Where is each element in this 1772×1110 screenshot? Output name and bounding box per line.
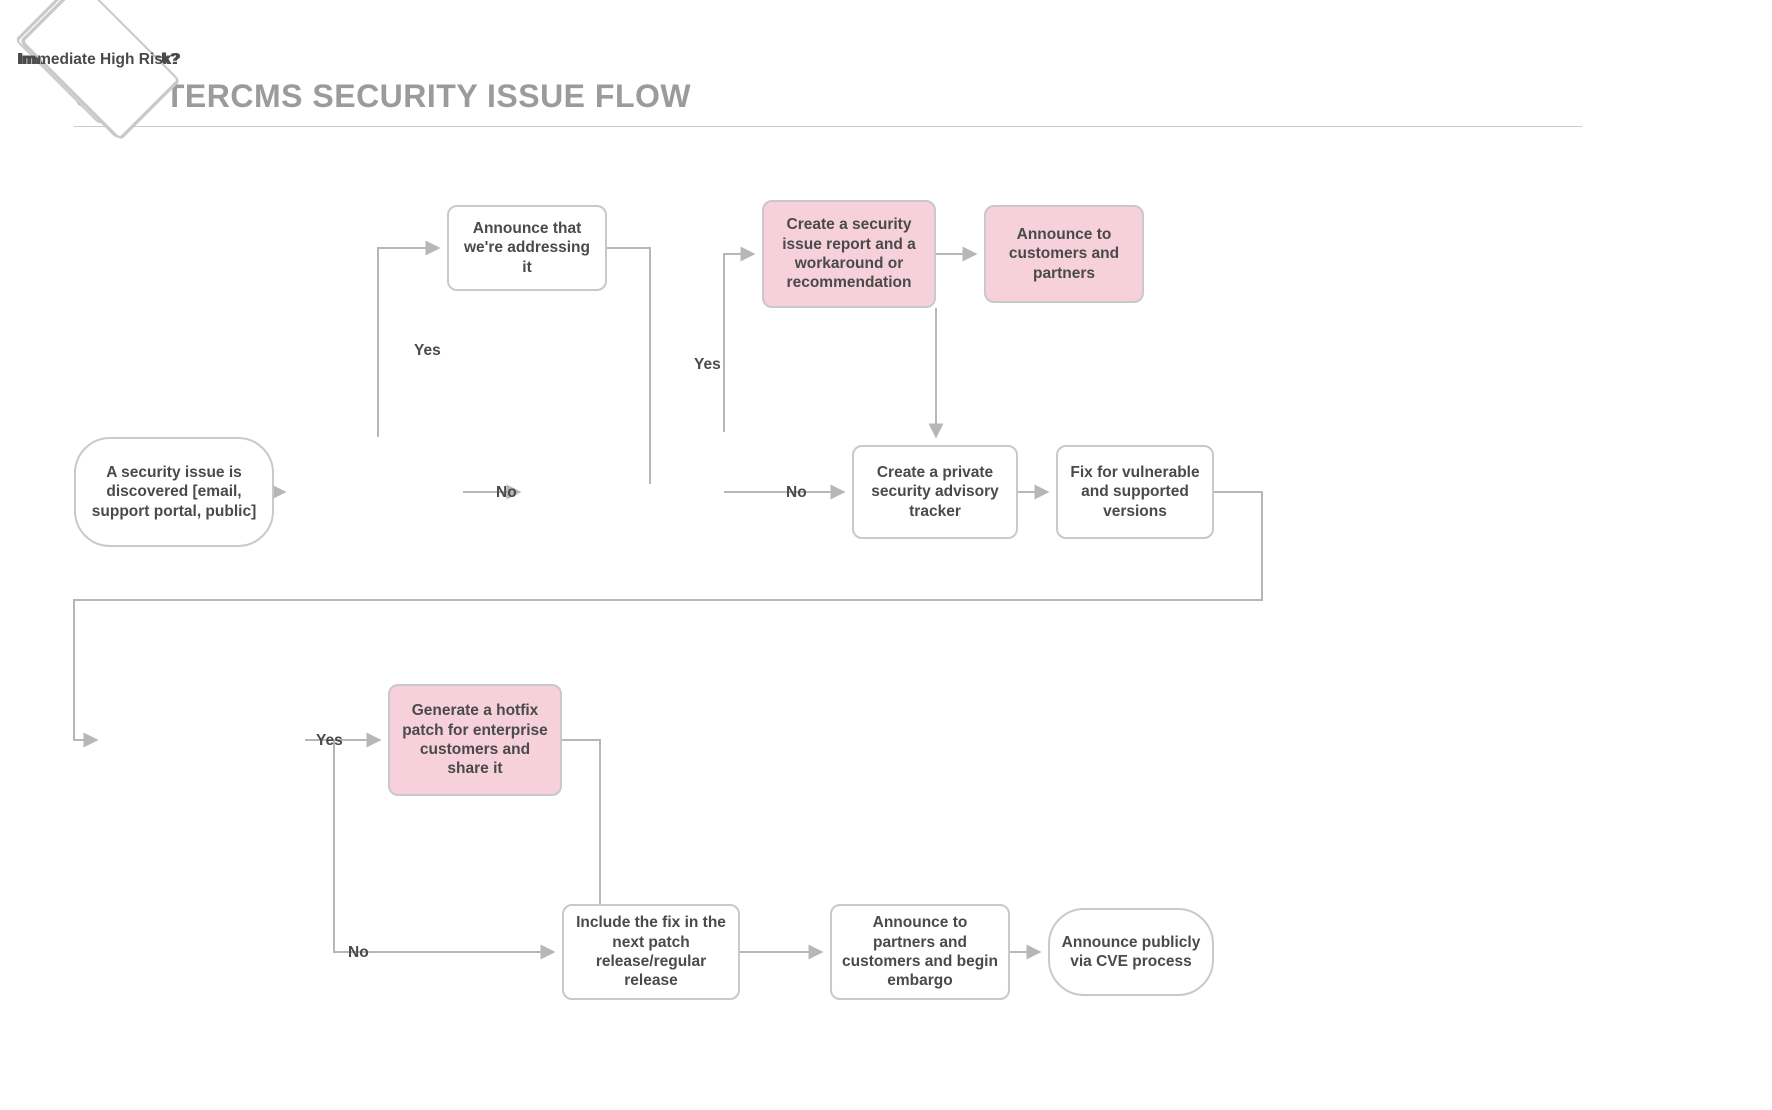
edge-label-3: No (496, 484, 517, 502)
edge-label-12: No (348, 944, 369, 962)
title-rule (74, 126, 1582, 127)
node-include-fix: Include the fix in the next patch releas… (562, 904, 740, 1000)
node-hotfix: Generate a hotfix patch for enterprise c… (388, 684, 562, 796)
edge-5 (724, 254, 754, 432)
node-announce-customers: Announce to customers and partners (984, 205, 1144, 303)
node-announce-cve-terminator: Announce publicly via CVE process (1048, 908, 1214, 996)
node-security-report: Create a security issue report and a wor… (762, 200, 936, 308)
edge-label-1: Yes (414, 342, 441, 360)
flowchart-canvas: CRAFTERCMS SECURITY ISSUE FLOW A securit… (0, 0, 1772, 1110)
edge-label-4: No (786, 484, 807, 502)
node-fix-versions: Fix for vulnerable and supported version… (1056, 445, 1214, 539)
node-private-tracker: Create a private security advisory track… (852, 445, 1018, 539)
node-announce-addressing: Announce that we're addressing it (447, 205, 607, 291)
edge-2 (607, 248, 650, 484)
node-high-risk-1-decision: Immediate High Risk? (0, 110, 196, 230)
node-high-risk-2-label: Immediate High Risk? (0, 0, 200, 120)
edge-label-10: Yes (316, 732, 343, 750)
edge-label-5: Yes (694, 356, 721, 374)
node-announce-embargo: Announce to partners and customers and b… (830, 904, 1010, 1000)
node-start-terminator: A security issue is discovered [email, s… (74, 437, 274, 547)
node-high-risk-2-decision: Immediate High Risk? (0, 230, 200, 350)
